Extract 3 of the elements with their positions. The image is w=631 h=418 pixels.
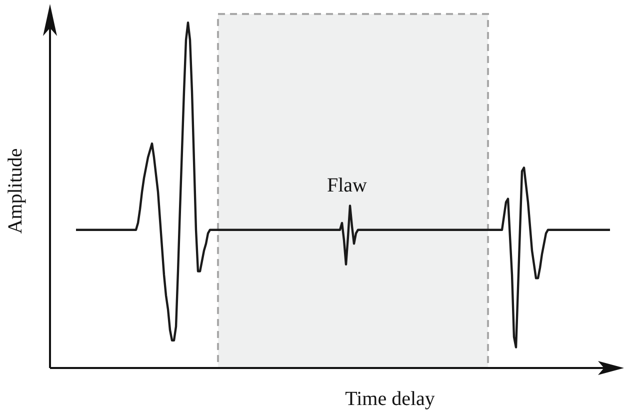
y-axis-title: Amplitude	[4, 148, 28, 234]
annotation: Flaw	[327, 174, 367, 198]
x-axis-title: Time delay	[344, 388, 436, 411]
